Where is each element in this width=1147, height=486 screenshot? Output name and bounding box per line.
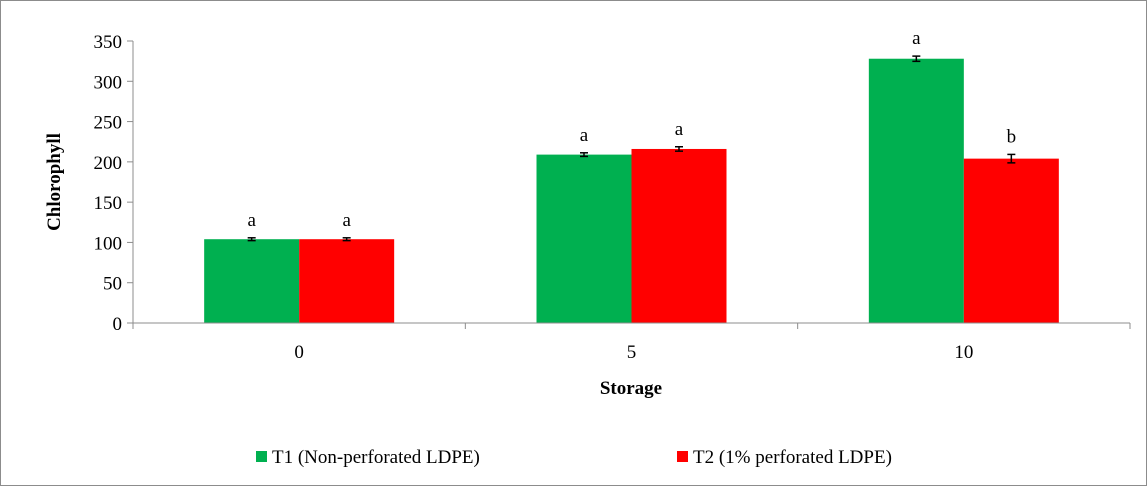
y-tick-label: 0 bbox=[113, 314, 123, 335]
x-tick-label: 10 bbox=[954, 342, 973, 363]
data-label: a bbox=[247, 210, 256, 231]
legend-swatch-t2 bbox=[677, 451, 688, 462]
y-tick-label: 250 bbox=[94, 113, 123, 134]
legend-swatch-t1 bbox=[256, 451, 267, 462]
x-axis-ticks: 0 5 10 bbox=[132, 323, 1131, 363]
legend-item-t2: T2 (1% perforated LDPE) bbox=[677, 447, 892, 468]
bar bbox=[204, 239, 300, 323]
y-axis-ticks: 0 50 100 150 200 250 300 350 bbox=[94, 32, 133, 335]
y-axis-title: Chlorophyll bbox=[44, 133, 65, 231]
y-tick-label: 50 bbox=[103, 274, 122, 295]
data-label: a bbox=[912, 28, 921, 49]
data-label: a bbox=[675, 119, 684, 140]
data-label: a bbox=[342, 210, 351, 231]
x-axis-title: Storage bbox=[600, 378, 662, 399]
bar bbox=[536, 154, 632, 323]
legend-item-t1: T1 (Non-perforated LDPE) bbox=[256, 447, 480, 468]
bar bbox=[631, 148, 727, 323]
bars bbox=[204, 58, 1059, 324]
bar bbox=[963, 158, 1059, 323]
legend-label-t2: T2 (1% perforated LDPE) bbox=[693, 447, 892, 468]
data-label: a bbox=[580, 125, 589, 146]
legend: T1 (Non-perforated LDPE) T2 (1% perforat… bbox=[256, 447, 892, 468]
y-tick-label: 350 bbox=[94, 32, 123, 53]
x-tick-label: 0 bbox=[294, 342, 304, 363]
data-labels: a a a a a b bbox=[247, 28, 1016, 231]
y-tick-label: 100 bbox=[94, 233, 123, 254]
y-tick-label: 200 bbox=[94, 153, 123, 174]
error-bars bbox=[247, 55, 1016, 242]
bar bbox=[868, 58, 964, 324]
data-label: b bbox=[1007, 126, 1017, 147]
y-tick-label: 300 bbox=[94, 72, 123, 93]
y-tick-label: 150 bbox=[94, 193, 123, 214]
bar bbox=[299, 239, 395, 323]
x-tick-label: 5 bbox=[627, 342, 637, 363]
legend-label-t1: T1 (Non-perforated LDPE) bbox=[272, 447, 480, 468]
